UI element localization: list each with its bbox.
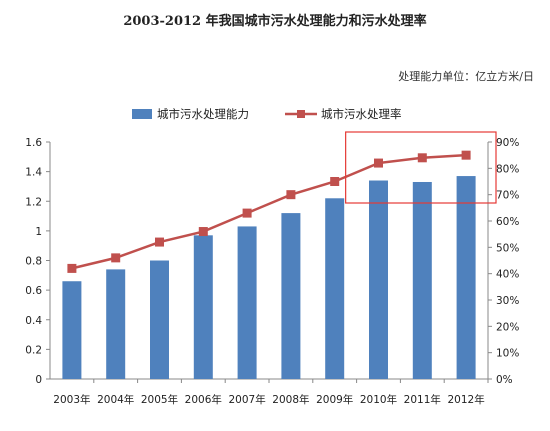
rate-point [330,177,340,186]
y-left-tick-label: 1.2 [25,196,42,208]
y-right-tick-label: 0% [496,374,513,386]
y-left-tick-label: 0.8 [25,256,42,268]
rate-point [198,227,208,237]
x-tick-label: 2010年 [360,393,397,406]
bar [62,281,82,379]
y-left-tick-label: 1.6 [25,137,42,149]
y-right-tick-label: 40% [496,269,519,281]
y-right-tick-label: 30% [496,295,519,307]
legend-bar-swatch [132,109,152,119]
bar [325,198,345,379]
unit-note: 处理能力单位：亿立方米/日 [398,70,534,83]
bar [193,235,213,379]
y-right-tick-label: 50% [496,242,519,254]
line-series [67,150,471,273]
bar [369,180,388,379]
chart-title: 2003-2012 年我国城市污水处理能力和污水处理率 [123,14,427,29]
x-tick-label: 2008年 [272,393,309,406]
y-right-tick-label: 80% [496,163,519,175]
x-tick-label: 2004年 [97,393,134,406]
rate-point [111,253,121,263]
legend: 城市污水处理能力 城市污水处理率 [132,107,402,121]
rate-point [67,263,77,273]
bar [412,181,432,379]
x-tick-label: 2009年 [316,393,353,406]
x-tick-label: 2005年 [141,393,178,406]
rate-point [286,190,296,200]
y-right-tick-label: 70% [496,190,519,202]
legend-line-marker [297,110,305,118]
x-tick-label: 2003年 [53,393,90,406]
x-tick-label: 2011年 [404,393,441,406]
bar-series [62,176,476,379]
bar [150,260,169,379]
legend-line-label: 城市污水处理率 [321,107,402,121]
axes: 0 0.2 0.4 0.6 0.8 1 1.2 1.4 1.6 0% 10% 20% 30% 40% 50%… [25,137,519,406]
x-tick-label: 2012年 [447,393,484,406]
bar [281,213,301,379]
y-right-tick-label: 60% [496,216,519,228]
rate-point [155,237,164,247]
bar [237,226,257,379]
y-right-tick-label: 90% [496,137,519,149]
y-right-tick-label: 20% [496,321,519,333]
bar [456,176,476,379]
highlight-box [345,131,497,204]
rate-point [242,208,252,218]
rate-point [374,158,383,168]
highlight-rect [345,131,497,204]
y-left-tick-label: 0.6 [25,285,42,297]
bar [106,269,126,379]
y-left-tick-label: 1.4 [25,167,42,179]
y-left-tick-label: 0.4 [25,315,42,327]
rate-point [417,153,427,163]
x-tick-label: 2007年 [228,393,265,406]
legend-bar-label: 城市污水处理能力 [157,107,249,121]
y-left-tick-label: 0 [35,374,42,386]
rate-line [71,153,467,270]
y-right-tick-label: 10% [496,348,519,360]
y-left-tick-label: 1 [35,226,42,238]
rate-point [461,150,471,160]
x-tick-label: 2006年 [185,393,222,406]
y-left-tick-label: 0.2 [25,344,42,356]
